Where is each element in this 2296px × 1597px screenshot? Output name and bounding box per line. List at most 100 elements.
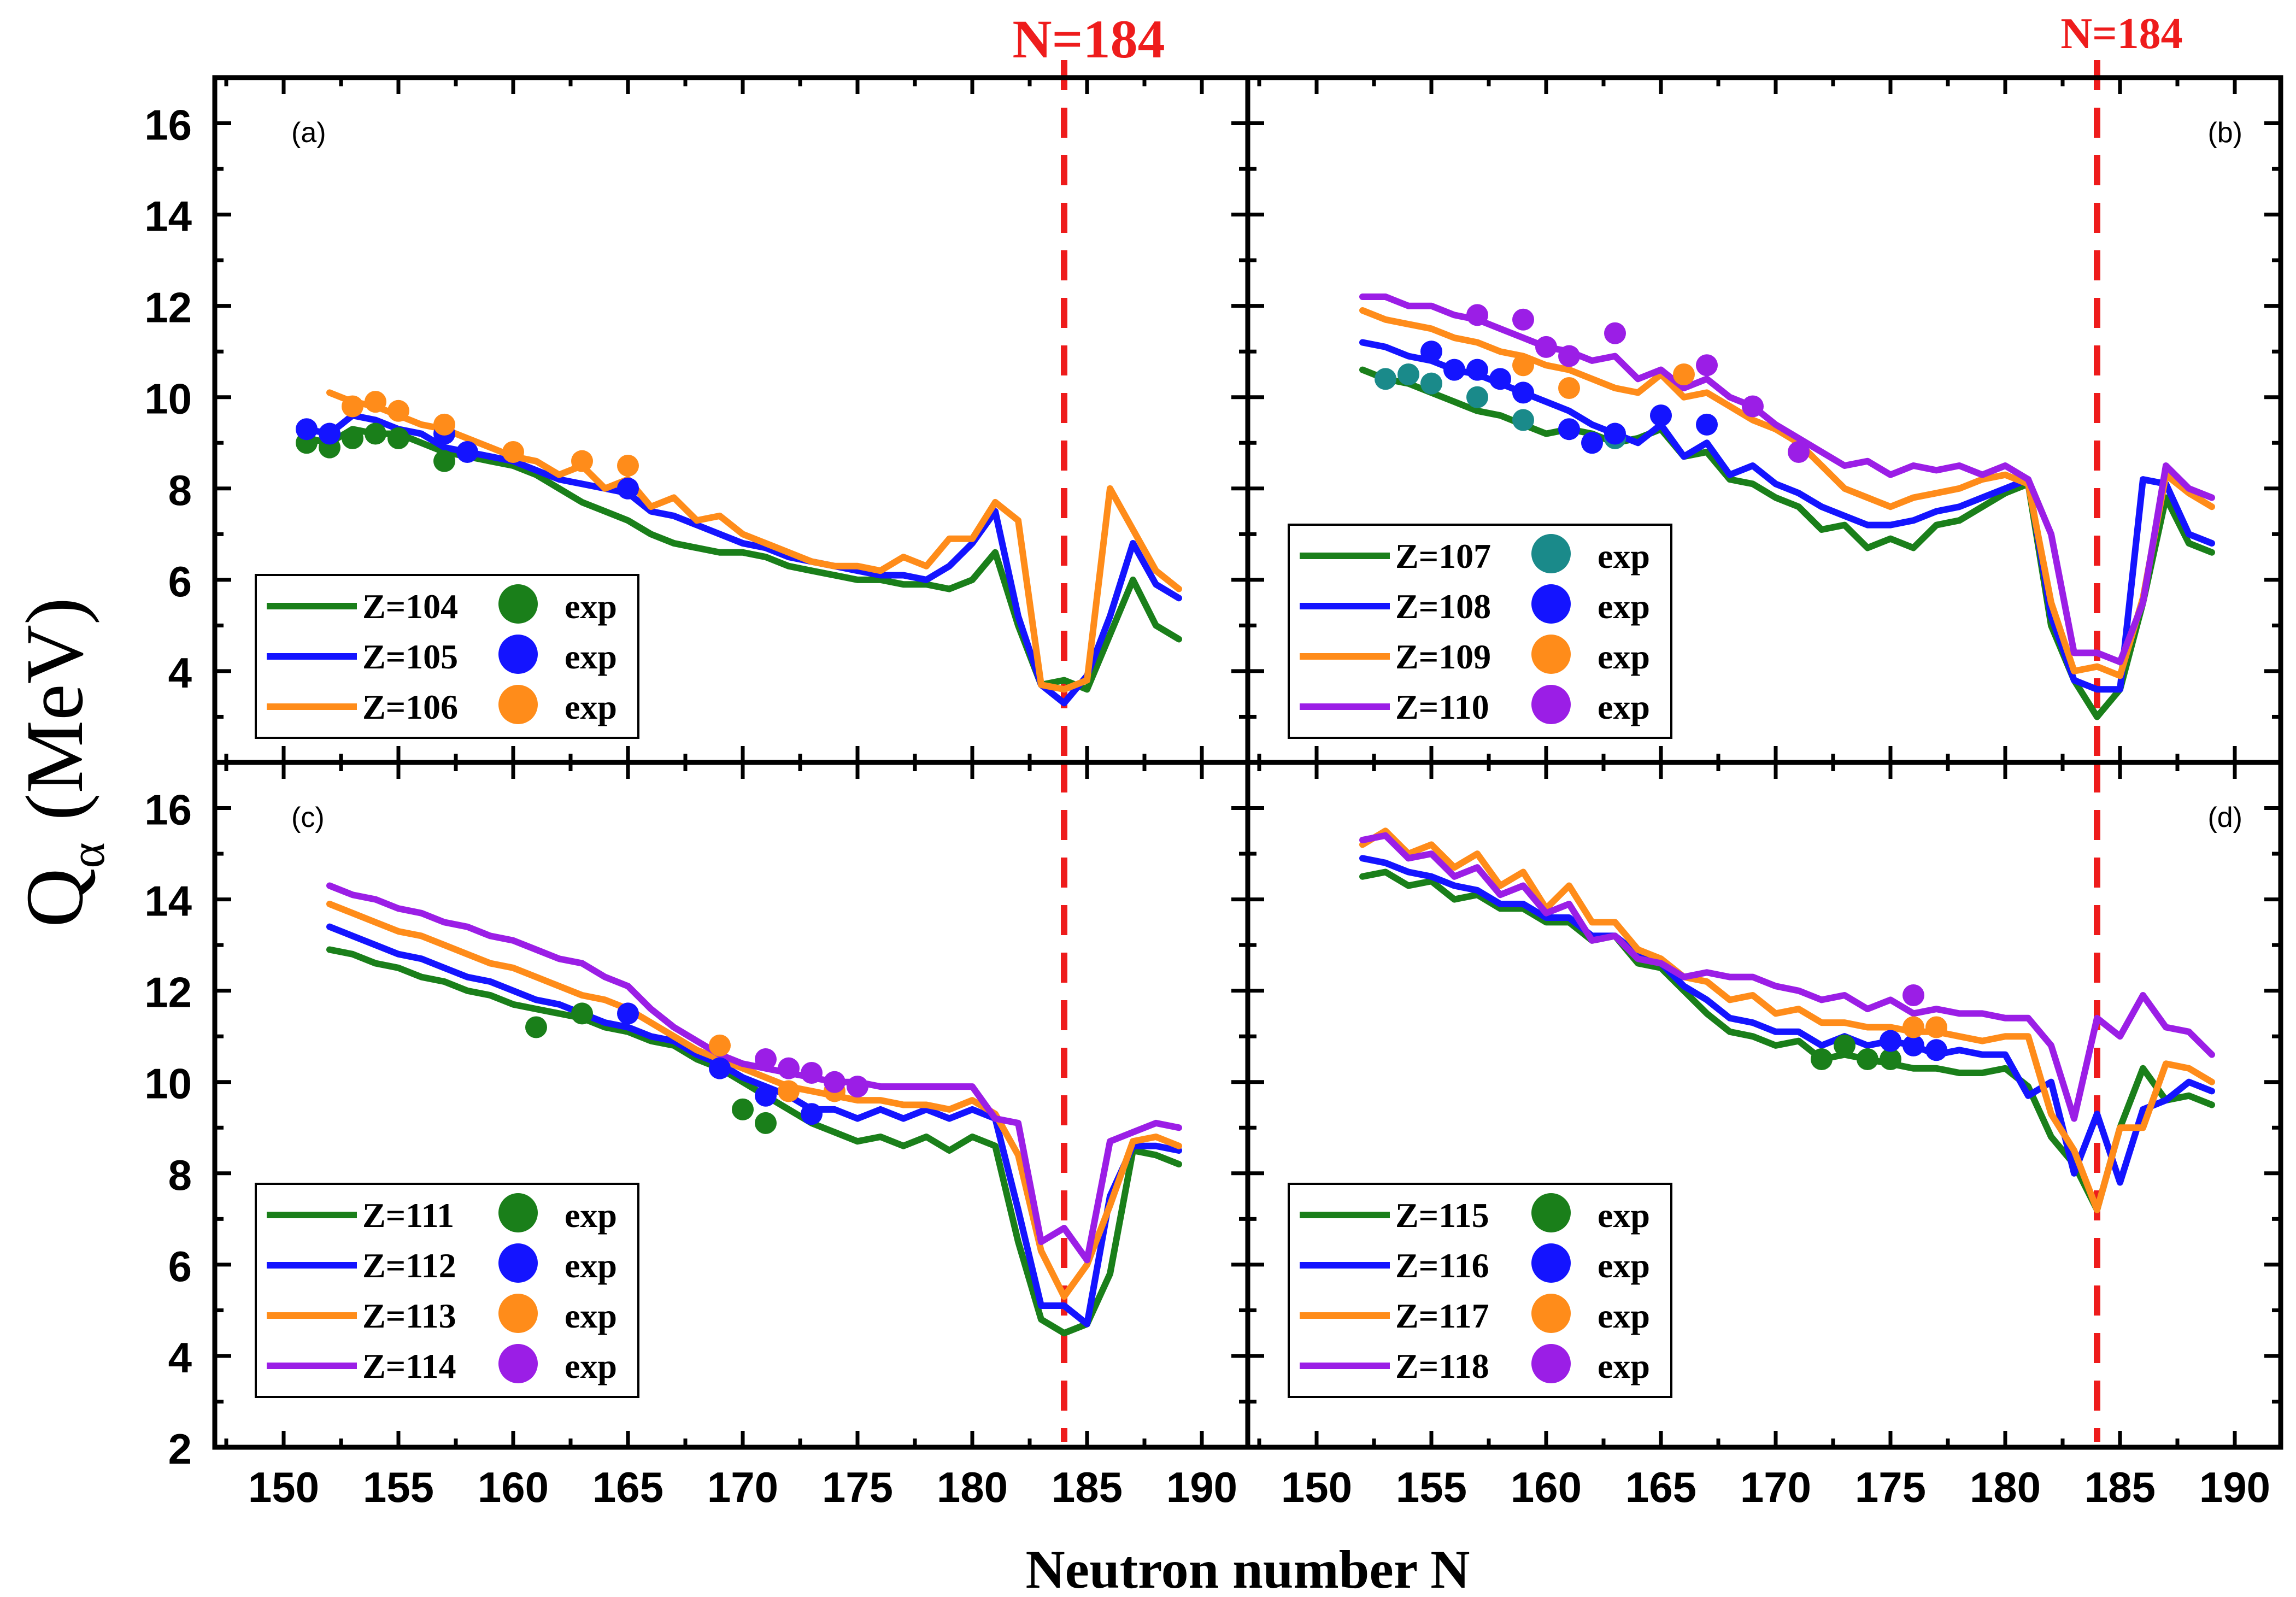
x-tick-label: 165 [1625,1463,1696,1511]
exp-point-z115 [1880,1048,1901,1070]
legend-box [1288,524,1672,739]
legend-exp-label: exp [565,688,617,726]
legend-series-name: Z=105 [362,637,458,676]
y-tick-label: 14 [144,192,192,240]
legend: Z=111 exp Z=112 exp Z=113 exp Z=114 exp [255,1183,639,1398]
exp-point-z110 [1696,354,1718,377]
y-axis-subscript: α [61,842,115,868]
exp-point-z110 [1466,304,1488,326]
x-tick-label: 175 [1855,1463,1926,1511]
legend-series-name: Z=107 [1395,537,1491,576]
panel-label: (b) [2207,117,2242,149]
exp-point-z106 [571,450,593,472]
exp-point-z110 [1788,441,1810,463]
legend-exp-marker [1531,534,1571,573]
exp-point-z108 [1512,381,1534,404]
exp-point-z111 [571,1002,593,1025]
y-tick-label: 6 [168,1242,192,1290]
exp-point-z116 [1880,1030,1901,1052]
legend-series-name: Z=108 [1395,587,1491,626]
y-tick-label: 12 [144,284,192,332]
exp-point-z108 [1466,359,1488,381]
legend: Z=115 exp Z=116 exp Z=117 exp Z=118 exp [1288,1183,1672,1398]
legend-series-name: Z=117 [1395,1296,1489,1335]
x-tick-label: 160 [478,1463,549,1511]
legend-series-name: Z=104 [362,587,458,626]
exp-point-z110 [1512,308,1534,331]
exp-point-z107 [1397,363,1419,385]
x-tick-label: 175 [822,1463,893,1511]
legend-exp-label: exp [1598,537,1650,576]
y-tick-label: 16 [144,786,192,834]
exp-point-z108 [1443,359,1465,381]
y-axis-symbol: Q [9,868,100,927]
exp-point-z111 [525,1016,547,1038]
legend-series-name: Z=113 [362,1296,456,1335]
exp-point-z104 [433,450,455,472]
legend-exp-label: exp [565,637,617,676]
legend-exp-marker [498,1243,538,1283]
legend-exp-marker [1531,635,1571,674]
y-tick-label: 16 [144,101,192,149]
exp-point-z114 [801,1062,823,1084]
legend-series-name: Z=112 [362,1246,456,1285]
legend-exp-label: exp [565,1347,617,1385]
exp-point-z114 [847,1076,868,1098]
exp-point-z106 [617,455,639,477]
exp-point-z108 [1581,432,1603,454]
panel-label: (d) [2207,802,2242,833]
x-tick-label: 160 [1511,1463,1582,1511]
y-axis-unit: (MeV) [9,597,100,820]
legend-exp-marker [1531,1243,1571,1283]
frame-layer [212,75,2283,1450]
y-tick-label: 10 [144,1060,192,1108]
legend: Z=107 exp Z=108 exp Z=109 exp Z=110 exp [1288,524,1672,739]
exp-point-z112 [709,1057,731,1079]
exp-point-z107 [1420,372,1442,395]
exp-point-z108 [1650,404,1672,427]
exp-point-z109 [1673,363,1695,385]
legend-exp-marker [1531,584,1571,624]
x-tick-label: 190 [2199,1463,2270,1511]
labels-layer: Neutron number N Qα (MeV) [9,597,1470,1597]
exp-point-z110 [1604,322,1626,344]
exp-point-z107 [1375,368,1396,390]
series-line-z118 [1359,832,2215,1122]
exp-point-z117 [1902,1016,1924,1038]
exp-point-z110 [1742,395,1764,418]
exp-point-z109 [1558,377,1580,400]
exp-point-z116 [1902,1034,1924,1056]
exp-point-z108 [1604,422,1626,445]
legend-exp-label: exp [565,1296,617,1335]
exp-point-z114 [824,1071,845,1093]
panel-a: 4 6 8 10 12 14 16 N=184 (a) Z=104 exp Z=105 exp Z=106… [144,9,1248,765]
y-tick-label: 4 [168,1334,192,1382]
exp-point-z108 [1696,413,1718,436]
legend-series-name: Z=115 [1395,1196,1489,1235]
panel-label: (a) [291,117,326,149]
exp-point-z115 [1857,1048,1878,1070]
y-tick-label: 8 [168,466,192,514]
series-line-z105 [303,412,1182,707]
legend-series-name: Z=110 [1395,688,1489,726]
exp-point-z112 [617,1002,639,1025]
legend-series-name: Z=111 [362,1196,454,1235]
x-tick-label: 150 [248,1463,319,1511]
legend-series-name: Z=118 [1395,1347,1489,1385]
exp-point-z106 [342,395,363,418]
exp-point-z112 [801,1103,823,1125]
exp-point-z108 [1489,368,1511,390]
exp-point-z110 [1558,345,1580,367]
exp-point-z115 [1834,1034,1855,1056]
x-tick-label: 180 [1970,1463,2041,1511]
legend-series-name: Z=106 [362,688,458,726]
exp-point-z111 [732,1098,754,1120]
legend-exp-marker [1531,1344,1571,1383]
legend-exp-label: exp [1598,637,1650,676]
legend-exp-marker [498,1193,538,1232]
series-line-z112 [326,923,1182,1328]
legend-exp-label: exp [565,1246,617,1285]
legend-box [1288,1183,1672,1398]
legend-exp-marker [498,1344,538,1383]
